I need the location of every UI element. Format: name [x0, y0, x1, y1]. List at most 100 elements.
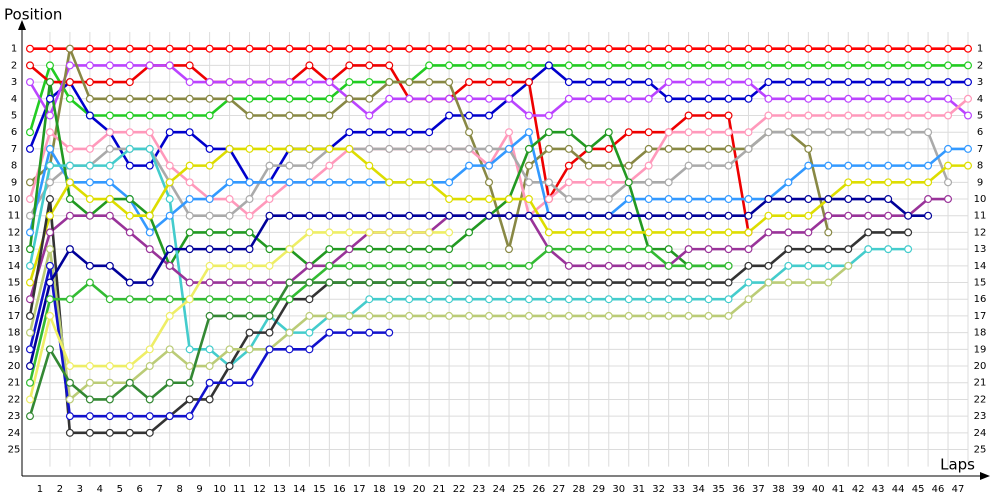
lap-marker	[724, 311, 733, 320]
x-axis-title: Laps	[940, 456, 975, 474]
lap-marker	[285, 245, 294, 254]
lap-marker	[465, 128, 474, 137]
lap-marker	[85, 395, 94, 404]
lap-marker	[45, 228, 54, 237]
lap-marker	[285, 44, 294, 53]
lap-marker	[644, 261, 653, 270]
x-tick-label: 21	[433, 484, 446, 495]
y-tick-label-right: 15	[974, 278, 987, 289]
lap-marker	[764, 195, 773, 204]
lap-marker	[485, 178, 494, 187]
lap-marker	[544, 211, 553, 220]
lap-marker	[145, 161, 154, 170]
lap-marker	[784, 211, 793, 220]
y-tick-label: 18	[8, 328, 21, 339]
lap-marker	[65, 61, 74, 70]
lap-marker	[744, 44, 753, 53]
lap-marker	[26, 245, 35, 254]
lap-marker	[445, 278, 454, 287]
y-tick-label: 4	[11, 94, 17, 105]
lap-marker	[285, 345, 294, 354]
lap-marker	[485, 195, 494, 204]
lap-marker	[125, 94, 134, 103]
lap-marker	[963, 61, 972, 70]
lap-marker	[85, 378, 94, 387]
lap-marker	[544, 128, 553, 137]
lap-marker	[724, 195, 733, 204]
y-tick-label: 3	[11, 77, 17, 88]
lap-marker	[445, 44, 454, 53]
lap-marker	[864, 128, 873, 137]
y-tick-label-right: 11	[974, 211, 987, 222]
lap-marker	[724, 144, 733, 153]
y-tick-label-right: 4	[977, 94, 983, 105]
lap-marker	[604, 311, 613, 320]
lap-marker	[305, 228, 314, 237]
lap-marker	[285, 111, 294, 120]
lap-marker	[365, 245, 374, 254]
lap-marker	[325, 311, 334, 320]
lap-marker	[844, 211, 853, 220]
lap-marker	[45, 311, 54, 320]
lap-marker	[604, 211, 613, 220]
lap-marker	[305, 211, 314, 220]
x-tick-label: 46	[932, 484, 945, 495]
lap-marker	[544, 278, 553, 287]
lap-marker	[764, 94, 773, 103]
y-tick-label-right: 23	[974, 411, 987, 422]
x-tick-label: 26	[533, 484, 546, 495]
lap-marker	[45, 128, 54, 137]
lap-marker	[145, 44, 154, 53]
lap-marker	[564, 94, 573, 103]
lap-marker	[624, 228, 633, 237]
lap-marker	[684, 161, 693, 170]
lap-marker	[445, 295, 454, 304]
y-axis-arrow	[18, 20, 26, 30]
lap-marker	[664, 211, 673, 220]
lap-marker	[225, 78, 234, 87]
lap-marker	[185, 128, 194, 137]
x-tick-label: 28	[572, 484, 585, 495]
lap-marker	[744, 261, 753, 270]
lap-marker	[245, 144, 254, 153]
y-tick-label: 19	[8, 344, 21, 355]
lap-marker	[265, 78, 274, 87]
lap-marker	[245, 328, 254, 337]
lap-marker	[325, 245, 334, 254]
lap-marker	[345, 228, 354, 237]
lap-marker	[504, 245, 513, 254]
lap-marker	[325, 144, 334, 153]
lap-marker	[305, 178, 314, 187]
lap-marker	[345, 61, 354, 70]
lap-marker	[744, 195, 753, 204]
y-tick-label-right: 10	[974, 194, 987, 205]
lap-marker	[584, 78, 593, 87]
lap-marker	[165, 412, 174, 421]
lap-marker	[624, 44, 633, 53]
lap-marker	[924, 211, 933, 220]
lap-marker	[405, 261, 414, 270]
lap-marker	[684, 195, 693, 204]
lap-marker	[504, 278, 513, 287]
lap-marker	[584, 245, 593, 254]
lap-marker	[744, 228, 753, 237]
lap-marker	[804, 61, 813, 70]
lap-marker	[664, 311, 673, 320]
x-tick-label: 39	[792, 484, 805, 495]
lap-marker	[185, 228, 194, 237]
series-line	[28, 231, 450, 400]
lap-marker	[165, 261, 174, 270]
y-tick-label: 21	[8, 378, 21, 389]
lap-marker	[524, 211, 533, 220]
lap-marker	[205, 144, 214, 153]
lap-marker	[26, 295, 35, 304]
lap-marker	[564, 44, 573, 53]
lap-marker	[804, 245, 813, 254]
lap-marker	[824, 211, 833, 220]
lap-marker	[405, 228, 414, 237]
lap-marker	[26, 44, 35, 53]
lap-marker	[884, 228, 893, 237]
lap-marker	[325, 211, 334, 220]
lap-marker	[904, 178, 913, 187]
